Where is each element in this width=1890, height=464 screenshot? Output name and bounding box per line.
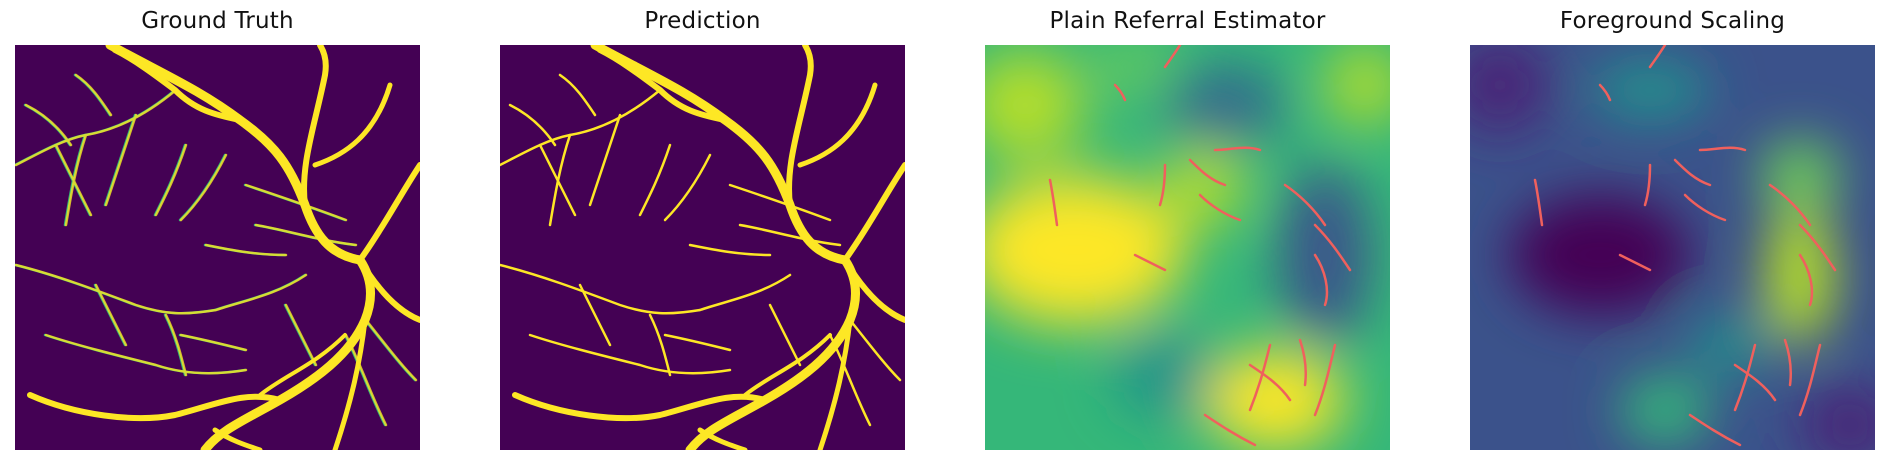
panel-ground-truth: Ground Truth <box>15 0 420 464</box>
panel-title: Ground Truth <box>141 8 294 34</box>
panel-plain-referral-estimator: Plain Referral Estimator <box>985 0 1390 464</box>
panel-title: Plain Referral Estimator <box>1049 8 1326 34</box>
prediction-image <box>500 45 905 450</box>
panel-title: Prediction <box>644 8 761 34</box>
ground-truth-image <box>15 45 420 450</box>
panel-title: Foreground Scaling <box>1559 8 1786 34</box>
panel-prediction: Prediction <box>500 0 905 464</box>
plain-referral-heatmap <box>985 45 1390 450</box>
foreground-scaling-heatmap <box>1470 45 1875 450</box>
panel-foreground-scaling: Foreground Scaling <box>1470 0 1875 464</box>
